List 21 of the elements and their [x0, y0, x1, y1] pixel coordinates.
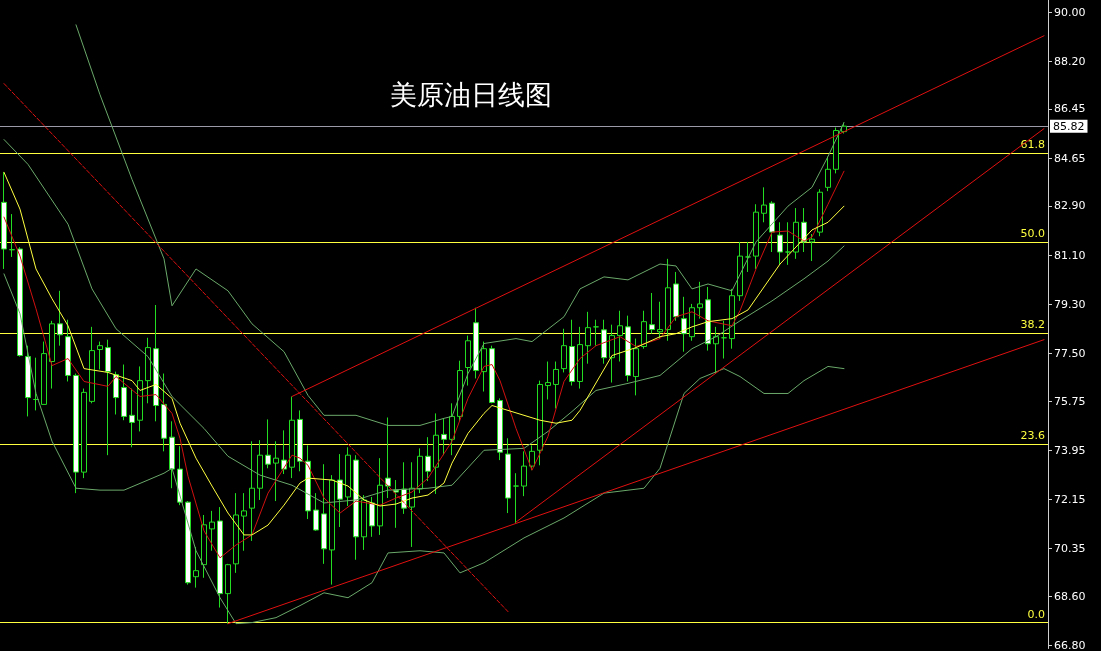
- ref-line-label: 85.82: [1053, 119, 1085, 133]
- annotation: 50.0: [1020, 227, 1046, 241]
- y-tick-label: 70.35: [1054, 542, 1086, 556]
- y-tick-label: 73.95: [1054, 443, 1086, 457]
- y-tick-label: 84.65: [1054, 151, 1086, 165]
- y-tick-label: 72.15: [1054, 492, 1086, 506]
- text: 美原油日线图: [390, 79, 552, 110]
- y-tick-label: 88.20: [1054, 54, 1086, 68]
- y-tick-label: 68.60: [1054, 589, 1086, 603]
- y-tick-label: 75.75: [1054, 394, 1086, 408]
- y-tick-label: 86.45: [1054, 102, 1086, 116]
- y-tick-label: 81.10: [1054, 248, 1086, 262]
- annotation: 61.8: [1020, 138, 1046, 152]
- y-tick-label: 77.50: [1054, 346, 1086, 360]
- annotation: 0.0: [1027, 607, 1046, 621]
- y-tick-label: 66.80: [1054, 639, 1086, 651]
- y-tick-label: 79.30: [1054, 297, 1086, 311]
- annotation: 38.2: [1020, 317, 1046, 331]
- annotation: 23.6: [1020, 429, 1046, 443]
- y-tick-label: 82.90: [1054, 199, 1086, 213]
- y-tick-label: 90.00: [1054, 5, 1086, 19]
